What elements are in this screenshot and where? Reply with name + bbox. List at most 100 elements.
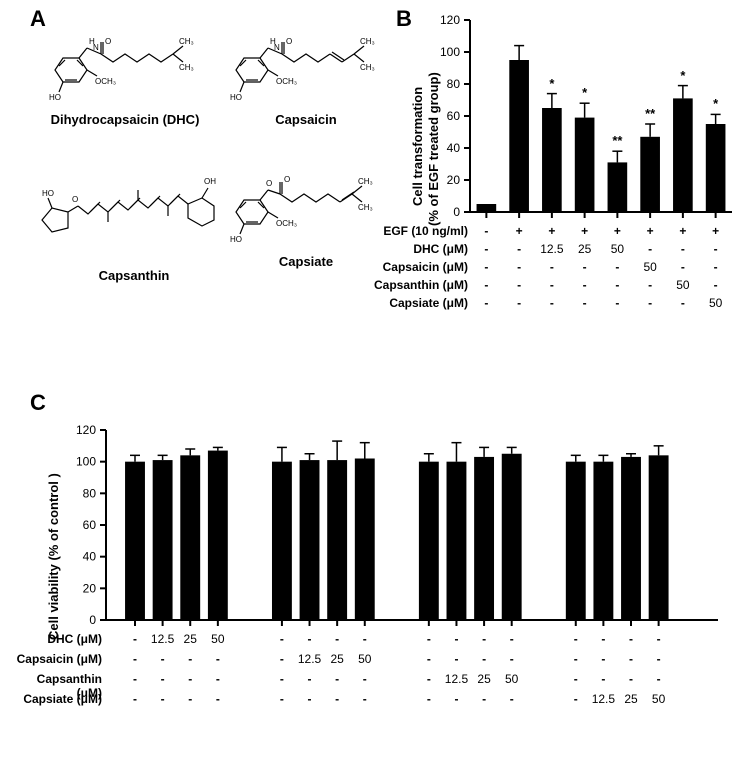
svg-text:O: O bbox=[105, 37, 111, 46]
treatment-cell: - bbox=[470, 296, 502, 310]
significance-marker: * bbox=[673, 68, 693, 83]
treatment-cell: - bbox=[536, 278, 568, 292]
treatment-cell: - bbox=[495, 652, 529, 666]
significance-marker: * bbox=[706, 96, 726, 111]
treatment-cell: 50 bbox=[642, 692, 676, 706]
treatment-cell: - bbox=[348, 692, 382, 706]
treatment-cell: - bbox=[601, 296, 633, 310]
treatment-cell: - bbox=[470, 242, 502, 256]
treatment-cell: + bbox=[536, 224, 568, 238]
treatment-cell: 25 bbox=[569, 242, 601, 256]
panel-c: Cell viability (% of control ) 020406080… bbox=[42, 420, 732, 760]
treatment-cell: - bbox=[569, 260, 601, 274]
svg-text:OH: OH bbox=[204, 177, 216, 186]
treatment-cell: - bbox=[601, 278, 633, 292]
svg-text:80: 80 bbox=[447, 77, 461, 91]
panel-c-chart: 020406080100120 bbox=[42, 420, 732, 650]
molecule-dhc-svg: HN O HO OCH₃ CH₃ CH₃ bbox=[45, 36, 205, 108]
treatment-cell: - bbox=[569, 296, 601, 310]
svg-text:120: 120 bbox=[440, 13, 460, 27]
treatment-cell: 50 bbox=[700, 296, 732, 310]
treatment-row-label: DHC (μM) bbox=[12, 632, 102, 646]
svg-text:20: 20 bbox=[83, 581, 97, 595]
treatment-cell: - bbox=[634, 296, 666, 310]
treatment-row-label: Capsanthin (μM) bbox=[350, 278, 468, 292]
treatment-cell: - bbox=[667, 242, 699, 256]
svg-text:N: N bbox=[274, 43, 280, 52]
svg-text:OCH₃: OCH₃ bbox=[276, 219, 297, 228]
svg-text:40: 40 bbox=[447, 141, 461, 155]
treatment-cell: 12.5 bbox=[536, 242, 568, 256]
label-dhc: Dihydrocapsaicin (DHC) bbox=[40, 112, 210, 127]
svg-text:O: O bbox=[72, 195, 78, 204]
svg-text:CH₃: CH₃ bbox=[358, 203, 373, 212]
treatment-cell: - bbox=[536, 296, 568, 310]
treatment-cell: 50 bbox=[634, 260, 666, 274]
panel-b: Cell transformation (% of EGF treated gr… bbox=[408, 8, 744, 346]
treatment-cell: - bbox=[503, 260, 535, 274]
treatment-cell: - bbox=[470, 260, 502, 274]
treatment-cell: - bbox=[348, 632, 382, 646]
svg-text:O: O bbox=[266, 179, 272, 188]
treatment-cell: + bbox=[601, 224, 633, 238]
svg-text:N: N bbox=[93, 43, 99, 52]
svg-text:HO: HO bbox=[49, 93, 61, 102]
significance-marker: * bbox=[575, 85, 595, 100]
treatment-cell: - bbox=[495, 692, 529, 706]
treatment-row-label: EGF (10 ng/ml) bbox=[350, 224, 468, 238]
treatment-cell: - bbox=[569, 278, 601, 292]
treatment-cell: + bbox=[667, 224, 699, 238]
svg-text:80: 80 bbox=[83, 486, 97, 500]
treatment-cell: - bbox=[700, 260, 732, 274]
panel-a: HN O HO OCH₃ CH₃ CH₃ Dihydrocapsaicin (D… bbox=[40, 36, 380, 316]
figure-root: A B C bbox=[0, 0, 754, 778]
svg-text:40: 40 bbox=[83, 550, 97, 564]
treatment-cell: 50 bbox=[348, 652, 382, 666]
svg-text:100: 100 bbox=[440, 45, 460, 59]
panel-b-chart: 020406080100120 bbox=[408, 8, 744, 244]
treatment-cell: - bbox=[503, 278, 535, 292]
svg-text:100: 100 bbox=[76, 455, 96, 469]
significance-marker: * bbox=[542, 76, 562, 91]
treatment-cell: - bbox=[201, 672, 235, 686]
treatment-cell: - bbox=[348, 672, 382, 686]
svg-text:HO: HO bbox=[42, 189, 54, 198]
treatment-cell: - bbox=[642, 672, 676, 686]
treatment-cell: - bbox=[700, 242, 732, 256]
molecule-capsanthin-svg: HO OH O bbox=[34, 154, 234, 264]
svg-text:HO: HO bbox=[230, 235, 242, 244]
svg-text:CH₃: CH₃ bbox=[360, 37, 375, 46]
treatment-cell: - bbox=[201, 652, 235, 666]
treatment-cell: - bbox=[634, 242, 666, 256]
svg-text:120: 120 bbox=[76, 423, 96, 437]
panel-letter-c: C bbox=[30, 390, 46, 416]
treatment-cell: + bbox=[634, 224, 666, 238]
treatment-cell: - bbox=[201, 692, 235, 706]
treatment-cell: 50 bbox=[495, 672, 529, 686]
treatment-cell: - bbox=[601, 260, 633, 274]
treatment-cell: 50 bbox=[667, 278, 699, 292]
treatment-row-label: DHC (μM) bbox=[350, 242, 468, 256]
treatment-cell: - bbox=[503, 296, 535, 310]
treatment-cell: - bbox=[700, 278, 732, 292]
svg-text:OCH₃: OCH₃ bbox=[95, 77, 116, 86]
molecule-capsiate-svg: O O HO OCH₃ CH₃ CH₃ bbox=[226, 172, 386, 250]
label-capsanthin: Capsanthin bbox=[34, 268, 234, 283]
treatment-row-label: Capsaicin (μM) bbox=[350, 260, 468, 274]
svg-text:60: 60 bbox=[447, 109, 461, 123]
treatment-row-label: Capsaicin (μM) bbox=[12, 652, 102, 666]
treatment-cell: + bbox=[569, 224, 601, 238]
significance-marker: ** bbox=[640, 106, 660, 121]
svg-text:CH₃: CH₃ bbox=[179, 63, 194, 72]
treatment-cell: 50 bbox=[201, 632, 235, 646]
svg-text:60: 60 bbox=[83, 518, 97, 532]
treatment-cell: - bbox=[495, 632, 529, 646]
treatment-cell: - bbox=[667, 296, 699, 310]
treatment-cell: - bbox=[470, 278, 502, 292]
treatment-row-label: Capsiate (μM) bbox=[350, 296, 468, 310]
svg-text:CH₃: CH₃ bbox=[358, 177, 373, 186]
svg-text:0: 0 bbox=[453, 205, 460, 219]
structure-capsanthin: HO OH O Capsanthin bbox=[34, 154, 234, 283]
panel-letter-a: A bbox=[30, 6, 46, 32]
treatment-cell: - bbox=[503, 242, 535, 256]
